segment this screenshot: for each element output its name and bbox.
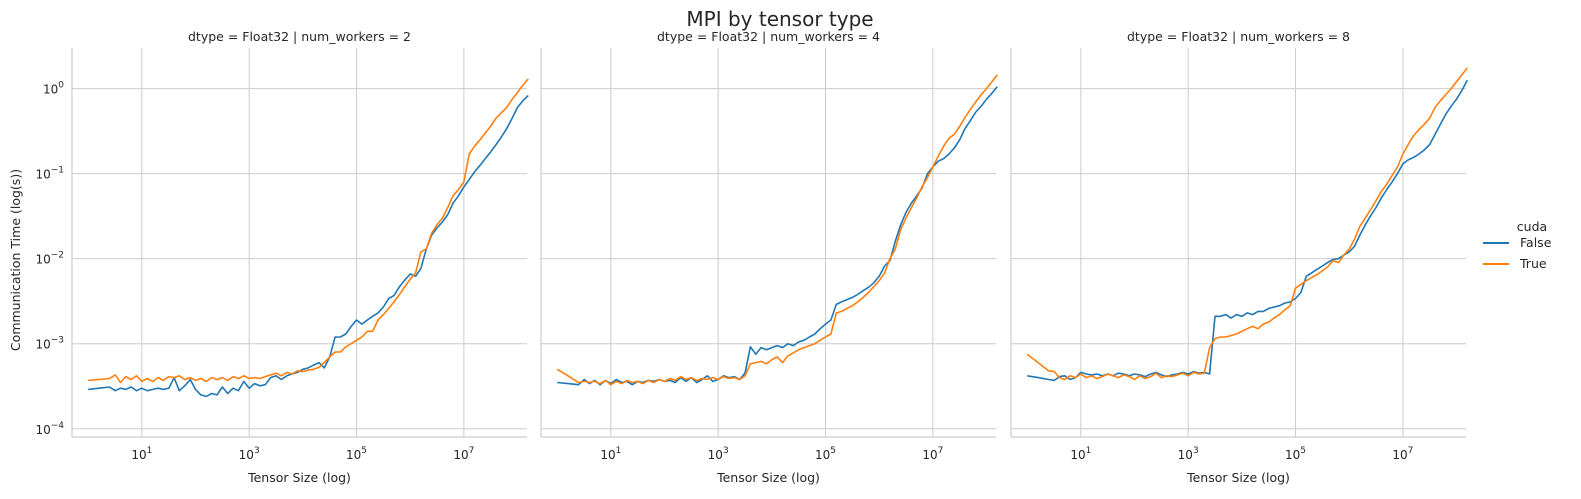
panel-title: dtype = Float32 | num_workers = 8 — [1127, 29, 1350, 44]
x-tick-label-base: 10 — [1070, 448, 1085, 462]
x-tick-label: 107 — [1392, 446, 1413, 462]
x-tick-label-exponent: 1 — [147, 446, 153, 456]
x-tick-label-base: 10 — [1392, 448, 1407, 462]
x-tick-label: 103 — [239, 446, 260, 462]
x-tick-label-exponent: 1 — [1086, 446, 1092, 456]
y-tick-label-exponent: −2 — [51, 251, 64, 261]
series-line-true — [556, 74, 998, 386]
legend-label-false: False — [1520, 235, 1552, 250]
y-tick-label-base: 10 — [35, 423, 50, 437]
y-tick-label-exponent: −1 — [51, 166, 64, 176]
x-tick-label: 101 — [600, 446, 621, 462]
series-line-false — [1027, 79, 1469, 382]
y-tick-label: 10−1 — [35, 166, 64, 182]
series-line-true — [1026, 67, 1468, 381]
x-tick-label-exponent: 7 — [938, 446, 944, 456]
x-tick-label: 101 — [131, 446, 152, 462]
y-tick-label-exponent: 0 — [58, 81, 64, 91]
x-tick-label: 101 — [1070, 446, 1091, 462]
y-tick-label-exponent: −3 — [51, 336, 64, 346]
x-tick-label-base: 10 — [453, 448, 468, 462]
y-tick-label-base: 10 — [35, 338, 50, 352]
x-tick-label-base: 10 — [815, 448, 830, 462]
legend-title: cuda — [1517, 219, 1547, 234]
x-tick-label-base: 10 — [346, 448, 361, 462]
panel-title: dtype = Float32 | num_workers = 2 — [188, 29, 411, 44]
y-tick-label: 10−2 — [35, 251, 64, 267]
x-tick-label-exponent: 1 — [616, 446, 622, 456]
x-tick-label-base: 10 — [922, 448, 937, 462]
x-axis-label: Tensor Size (log) — [247, 470, 351, 485]
series-line-true — [88, 78, 529, 384]
x-tick-label: 103 — [708, 446, 729, 462]
y-tick-label: 10−3 — [35, 336, 64, 352]
x-tick-label-exponent: 7 — [469, 446, 475, 456]
series-line-false — [88, 94, 529, 398]
x-tick-label-exponent: 5 — [830, 446, 836, 456]
y-axis-label: Communication Time (log(s)) — [8, 169, 23, 351]
x-tick-label-exponent: 7 — [1408, 446, 1414, 456]
legend: cuda False True — [1483, 219, 1552, 271]
x-tick-label-base: 10 — [1285, 448, 1300, 462]
x-tick-label-base: 10 — [708, 448, 723, 462]
x-tick-label-exponent: 3 — [1193, 446, 1199, 456]
x-tick-label: 107 — [453, 446, 474, 462]
x-tick-label-base: 10 — [131, 448, 146, 462]
y-tick-label: 100 — [43, 81, 64, 97]
x-tick-label: 103 — [1178, 446, 1199, 462]
x-tick-label: 105 — [815, 446, 836, 462]
x-axis-label: Tensor Size (log) — [1186, 470, 1290, 485]
x-tick-label-exponent: 5 — [361, 446, 367, 456]
y-tick-label-base: 10 — [35, 168, 50, 182]
x-tick-label-base: 10 — [239, 448, 254, 462]
x-tick-label: 107 — [922, 446, 943, 462]
x-tick-label-base: 10 — [1178, 448, 1193, 462]
series-line-false — [557, 86, 998, 386]
y-tick-label-exponent: −4 — [51, 421, 65, 431]
x-tick-label-exponent: 5 — [1300, 446, 1306, 456]
x-tick-label-exponent: 3 — [254, 446, 260, 456]
legend-label-true: True — [1519, 256, 1547, 271]
panel-title: dtype = Float32 | num_workers = 4 — [657, 29, 880, 44]
x-tick-label: 105 — [346, 446, 367, 462]
legend-entries: False True — [1483, 235, 1552, 271]
y-tick-label: 10−4 — [35, 421, 64, 437]
x-axis-label: Tensor Size (log) — [716, 470, 820, 485]
x-tick-label-exponent: 3 — [723, 446, 729, 456]
y-tick-label-base: 10 — [35, 253, 50, 267]
x-tick-label-base: 10 — [600, 448, 615, 462]
figure-title: MPI by tensor type — [686, 7, 873, 31]
y-tick-label-base: 10 — [43, 83, 58, 97]
x-tick-label: 105 — [1285, 446, 1306, 462]
